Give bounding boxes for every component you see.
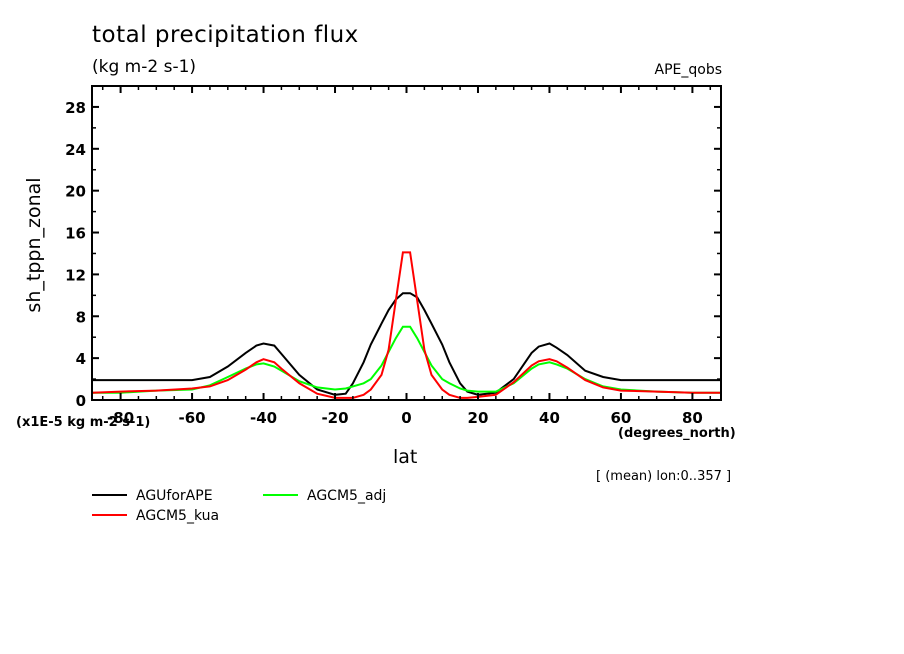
chart-title: total precipitation flux: [92, 22, 359, 48]
x-tick-label: 80: [682, 409, 703, 427]
y-tick-label: 16: [65, 225, 86, 243]
y-tick-label: 24: [65, 141, 86, 159]
legend-item-AGUforAPE: AGUforAPE: [92, 488, 213, 504]
legend-item-AGCM5_kua: AGCM5_kua: [92, 508, 219, 524]
y-scale-note: (x1E-5 kg m-2 s-1): [16, 415, 151, 430]
x-tick-label: -60: [179, 409, 206, 427]
legend-label: AGCM5_kua: [136, 508, 219, 524]
x-tick-label: -20: [321, 409, 348, 427]
series-line-AGCM5_kua: [91, 251, 721, 399]
y-tick-label: 0: [76, 392, 86, 410]
plot-frame: [91, 85, 722, 401]
legend-label: AGCM5_adj: [307, 488, 386, 504]
series-layer: [91, 251, 721, 399]
y-tick-label: 4: [76, 350, 86, 368]
x-tick-label: -80: [107, 409, 134, 427]
x-axis-label: lat: [393, 446, 418, 468]
axes-layer: -80 -60 -40 -20 0 20 40 60 80 0 4 8 12 16 20 24 28: [65, 85, 722, 427]
legend: AGUforAPE AGCM5_kua AGCM5_adj: [92, 488, 386, 524]
series-line-AGCM5_adj: [92, 325, 721, 394]
chart-units: (kg m-2 s-1): [92, 57, 197, 77]
legend-label: AGUforAPE: [136, 488, 213, 504]
y-tick-label: 8: [76, 308, 86, 326]
y-tick-label: 20: [65, 183, 86, 201]
x-tick-label: -40: [250, 409, 277, 427]
series-line-AGUforAPE: [92, 292, 721, 396]
dataset-label: APE_qobs: [654, 62, 723, 78]
x-tick-label: 60: [610, 409, 631, 427]
region-note: [ (mean) lon:0..357 ]: [596, 469, 732, 484]
x-tick-label: 20: [468, 409, 489, 427]
legend-item-AGCM5_adj: AGCM5_adj: [263, 488, 386, 504]
x-axis-units: (degrees_north): [618, 426, 736, 441]
y-tick-label: 12: [65, 266, 86, 284]
x-tick-label: 0: [401, 409, 411, 427]
x-tick-label: 40: [539, 409, 560, 427]
y-tick-label: 28: [65, 99, 86, 117]
